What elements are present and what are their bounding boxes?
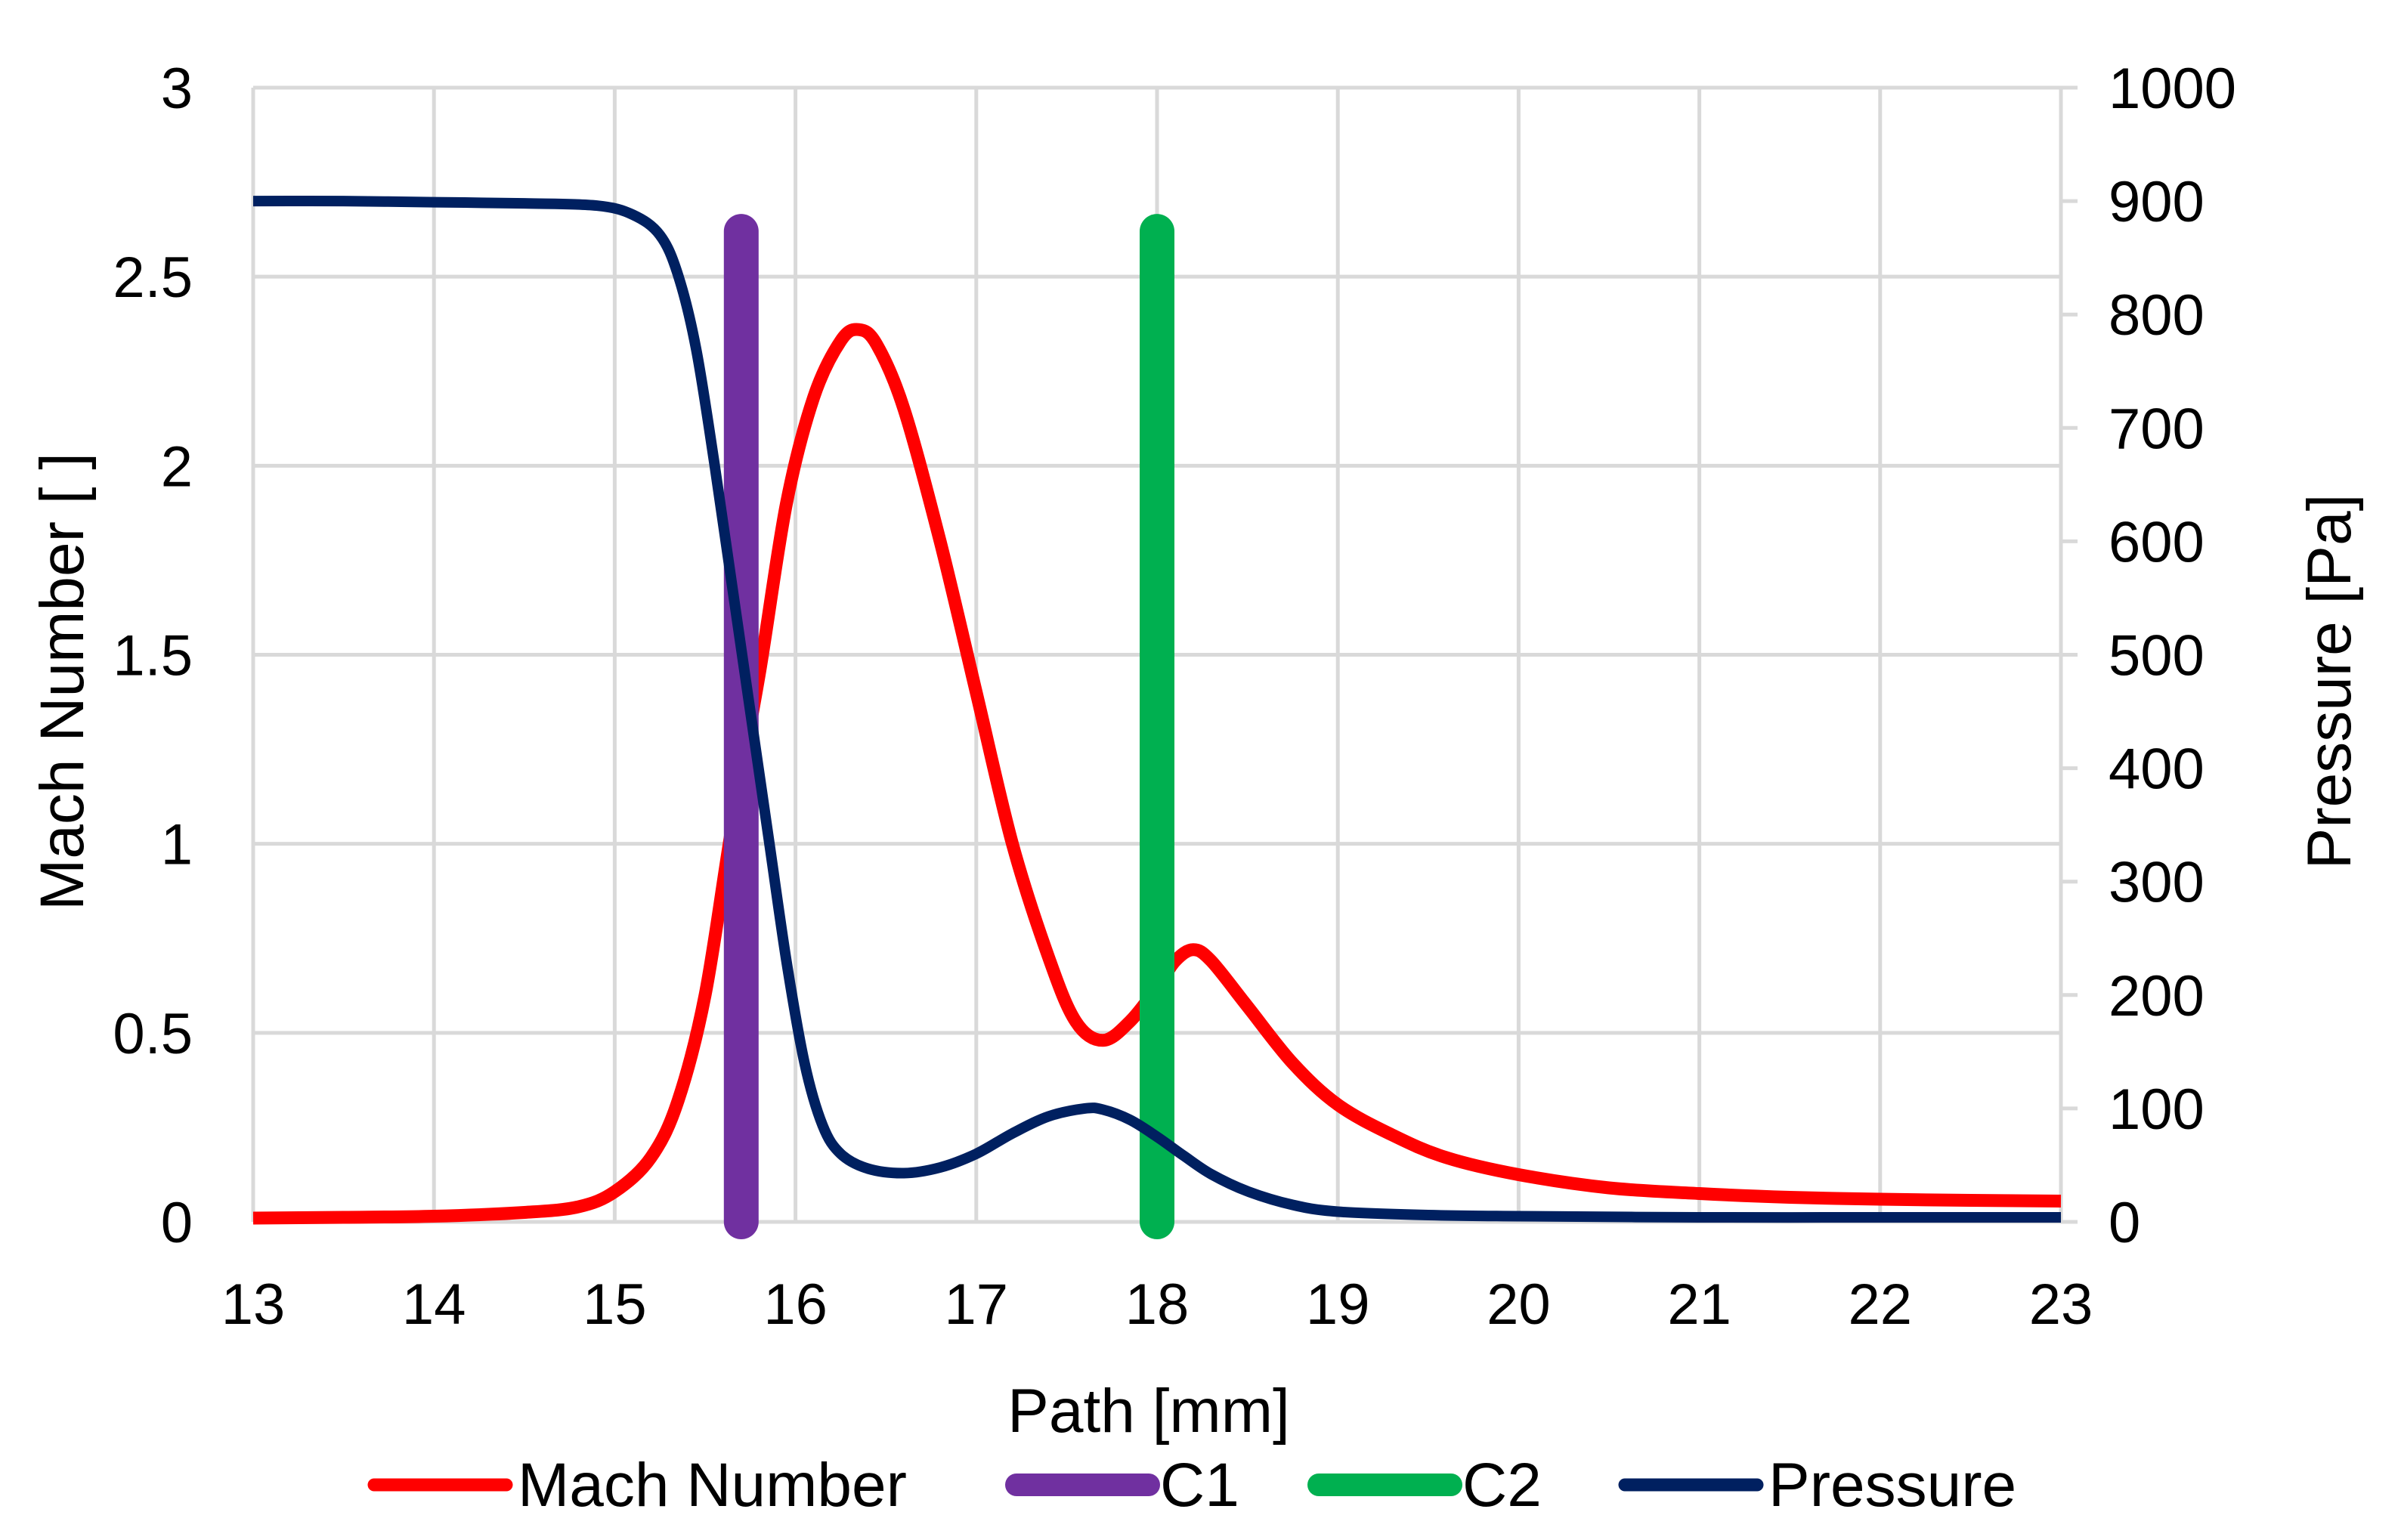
x-tick-label: 19 (1306, 1273, 1370, 1337)
y-left-tick-label: 1 (161, 813, 193, 877)
y-right-tick-label: 900 (2109, 170, 2205, 234)
y-left-tick-label: 2 (161, 434, 193, 499)
y-left-tick-label: 0.5 (113, 1002, 193, 1066)
series-mach-number (252, 323, 2062, 1225)
legend-item-pressure: Pressure (1618, 1451, 2016, 1520)
y-right-tick-label: 500 (2109, 624, 2205, 688)
y-right-tick-label: 400 (2109, 738, 2205, 802)
y-left-axis-title: Mach Number [ ] (28, 453, 97, 911)
y-left-axis-ticks: 0 0.5 1 1.5 2 2.5 3 (113, 57, 193, 1255)
y-right-axis-title: Pressure [Pa] (2295, 494, 2364, 870)
x-tick-label: 22 (1849, 1273, 1913, 1337)
x-tick-label: 18 (1125, 1273, 1190, 1337)
series-layer (252, 195, 2062, 1239)
legend-label-pressure: Pressure (1768, 1451, 2016, 1520)
x-tick-label: 14 (402, 1273, 466, 1337)
y-right-tick-label: 200 (2109, 964, 2205, 1028)
legend-item-mach-number: Mach Number (367, 1451, 907, 1520)
legend-item-c2: C2 (1307, 1451, 1542, 1520)
y-right-tick-label: 1000 (2109, 57, 2236, 121)
series-line-pressure (252, 195, 2061, 1223)
legend-item-c1: C1 (1005, 1451, 1239, 1520)
y-right-tick-label: 700 (2109, 397, 2205, 461)
series-line-mach-number (252, 323, 2062, 1225)
x-tick-label: 21 (1667, 1273, 1731, 1337)
x-tick-label: 16 (763, 1273, 828, 1337)
y-left-tick-label: 2.5 (113, 246, 193, 310)
y-right-tick-label: 300 (2109, 851, 2205, 915)
y-left-tick-label: 1.5 (113, 624, 193, 688)
y-right-tick-label: 0 (2109, 1191, 2140, 1255)
y-right-axis-ticks: 0 100 200 300 400 500 600 700 800 900 1000 (2061, 57, 2236, 1255)
legend: Mach Number C1 C2 Pressure (367, 1451, 2016, 1520)
legend-label-c2: C2 (1462, 1451, 1542, 1520)
x-tick-label: 15 (583, 1273, 647, 1337)
y-right-tick-label: 600 (2109, 510, 2205, 574)
y-left-tick-label: 3 (161, 57, 193, 121)
y-right-tick-label: 100 (2109, 1078, 2205, 1142)
x-axis-ticks: 13 14 15 16 17 18 19 20 21 22 23 (221, 1273, 2093, 1337)
legend-label-c1: C1 (1160, 1451, 1239, 1520)
x-tick-label: 20 (1487, 1273, 1551, 1337)
x-tick-label: 13 (221, 1273, 286, 1337)
y-left-tick-label: 0 (161, 1191, 193, 1255)
series-pressure (252, 195, 2061, 1223)
y-right-tick-label: 800 (2109, 283, 2205, 348)
x-tick-label: 23 (2029, 1273, 2093, 1337)
legend-label-mach-number: Mach Number (518, 1451, 907, 1520)
x-axis-title: Path [mm] (1007, 1377, 1290, 1446)
x-tick-label: 17 (945, 1273, 1009, 1337)
